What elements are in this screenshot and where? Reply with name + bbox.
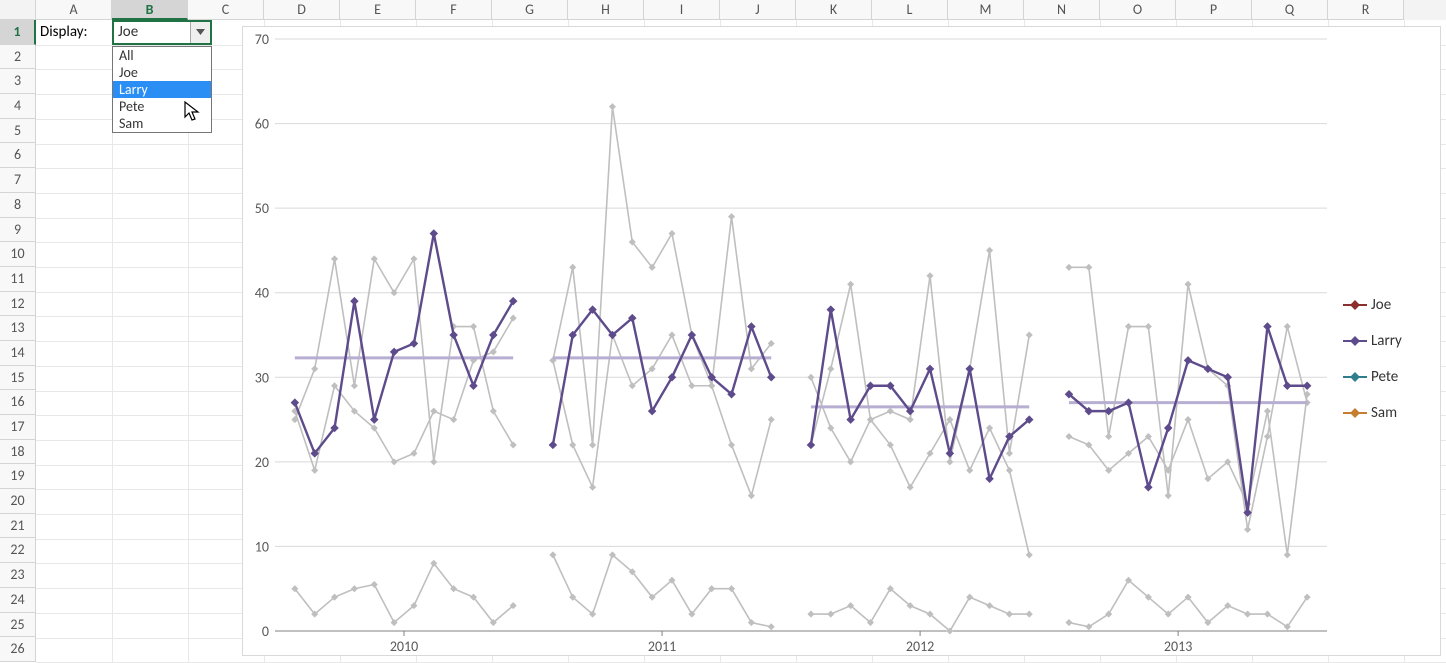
row-header-1[interactable]: 1 [0, 20, 36, 45]
col-header-q[interactable]: Q [1252, 0, 1328, 20]
col-header-a[interactable]: A [36, 0, 112, 20]
svg-text:40: 40 [255, 285, 269, 302]
col-header-d[interactable]: D [264, 0, 340, 20]
row-header-25[interactable]: 25 [0, 613, 36, 638]
svg-text:10: 10 [255, 538, 269, 555]
row-header-17[interactable]: 17 [0, 415, 36, 440]
dropdown-option-all[interactable]: All [113, 47, 211, 64]
row-header-6[interactable]: 6 [0, 143, 36, 168]
dropdown-button[interactable] [190, 22, 210, 43]
col-header-c[interactable]: C [188, 0, 264, 20]
display-dropdown-value: Joe [114, 23, 190, 41]
legend-marker-icon [1343, 376, 1367, 378]
row-header-12[interactable]: 12 [0, 292, 36, 317]
row-header-3[interactable]: 3 [0, 69, 36, 94]
row-header-5[interactable]: 5 [0, 119, 36, 144]
row-header-4[interactable]: 4 [0, 94, 36, 119]
svg-text:2012: 2012 [906, 638, 934, 655]
legend-label: Pete [1371, 368, 1398, 386]
legend-label: Sam [1371, 404, 1397, 422]
svg-text:60: 60 [255, 116, 269, 133]
legend-item-joe[interactable]: Joe [1343, 287, 1402, 323]
row-header-18[interactable]: 18 [0, 440, 36, 465]
row-header-26[interactable]: 26 [0, 637, 36, 662]
legend-label: Joe [1371, 296, 1391, 314]
svg-text:30: 30 [255, 369, 269, 386]
legend-item-pete[interactable]: Pete [1343, 359, 1402, 395]
dropdown-option-joe[interactable]: Joe [113, 64, 211, 81]
svg-text:20: 20 [255, 454, 269, 471]
col-header-l[interactable]: L [872, 0, 948, 20]
legend-marker-icon [1343, 304, 1367, 306]
dropdown-option-pete[interactable]: Pete [113, 98, 211, 115]
row-header-8[interactable]: 8 [0, 193, 36, 218]
row-header-23[interactable]: 23 [0, 563, 36, 588]
col-header-m[interactable]: M [948, 0, 1024, 20]
chart-plot: 0 10 20 30 40 50 60 70 2010 2011 2012 2013 [243, 27, 1442, 657]
svg-text:50: 50 [255, 200, 269, 217]
col-header-b[interactable]: B [112, 0, 188, 20]
col-header-o[interactable]: O [1100, 0, 1176, 20]
row-header-15[interactable]: 15 [0, 366, 36, 391]
col-header-g[interactable]: G [492, 0, 568, 20]
legend-item-larry[interactable]: Larry [1343, 323, 1402, 359]
svg-text:2013: 2013 [1164, 638, 1192, 655]
row-header-24[interactable]: 24 [0, 588, 36, 613]
chevron-down-icon [196, 29, 205, 35]
display-dropdown-cell[interactable]: Joe [112, 20, 212, 45]
col-header-h[interactable]: H [568, 0, 644, 20]
legend-marker-icon [1343, 412, 1367, 414]
cell-a1-label: Display: [36, 20, 88, 45]
row-header-9[interactable]: 9 [0, 218, 36, 243]
legend-item-sam[interactable]: Sam [1343, 395, 1402, 431]
col-header-p[interactable]: P [1176, 0, 1252, 20]
dropdown-option-larry[interactable]: Larry [113, 81, 211, 98]
col-header-i[interactable]: I [644, 0, 720, 20]
row-header-13[interactable]: 13 [0, 316, 36, 341]
row-header-22[interactable]: 22 [0, 538, 36, 563]
col-header-e[interactable]: E [340, 0, 416, 20]
svg-text:2011: 2011 [648, 638, 676, 655]
svg-text:2010: 2010 [390, 638, 418, 655]
col-header-r[interactable]: R [1328, 0, 1404, 20]
row-headers: 1234567891011121314151617181920212223242… [0, 20, 36, 662]
row-header-19[interactable]: 19 [0, 464, 36, 489]
row-header-14[interactable]: 14 [0, 341, 36, 366]
row-header-11[interactable]: 11 [0, 267, 36, 292]
row-header-20[interactable]: 20 [0, 489, 36, 514]
chart-legend: Joe Larry Pete Sam [1343, 287, 1402, 431]
legend-label: Larry [1371, 332, 1402, 350]
svg-text:0: 0 [262, 623, 269, 640]
row-header-2[interactable]: 2 [0, 45, 36, 70]
dropdown-option-sam[interactable]: Sam [113, 115, 211, 132]
dropdown-list[interactable]: AllJoeLarryPeteSam [112, 46, 212, 133]
legend-marker-icon [1343, 340, 1367, 342]
row-header-16[interactable]: 16 [0, 390, 36, 415]
spreadsheet: ABCDEFGHIJKLMNOPQR 123456789101112131415… [0, 0, 1446, 662]
column-headers: ABCDEFGHIJKLMNOPQR [0, 0, 1446, 20]
row-header-7[interactable]: 7 [0, 168, 36, 193]
svg-text:70: 70 [255, 31, 269, 48]
col-header-n[interactable]: N [1024, 0, 1100, 20]
select-all-corner[interactable] [0, 0, 36, 20]
col-header-f[interactable]: F [416, 0, 492, 20]
col-header-j[interactable]: J [720, 0, 796, 20]
col-header-k[interactable]: K [796, 0, 872, 20]
row-header-10[interactable]: 10 [0, 242, 36, 267]
chart: 0 10 20 30 40 50 60 70 2010 2011 2012 2013 Joe Larry… [242, 26, 1441, 656]
row-header-21[interactable]: 21 [0, 514, 36, 539]
